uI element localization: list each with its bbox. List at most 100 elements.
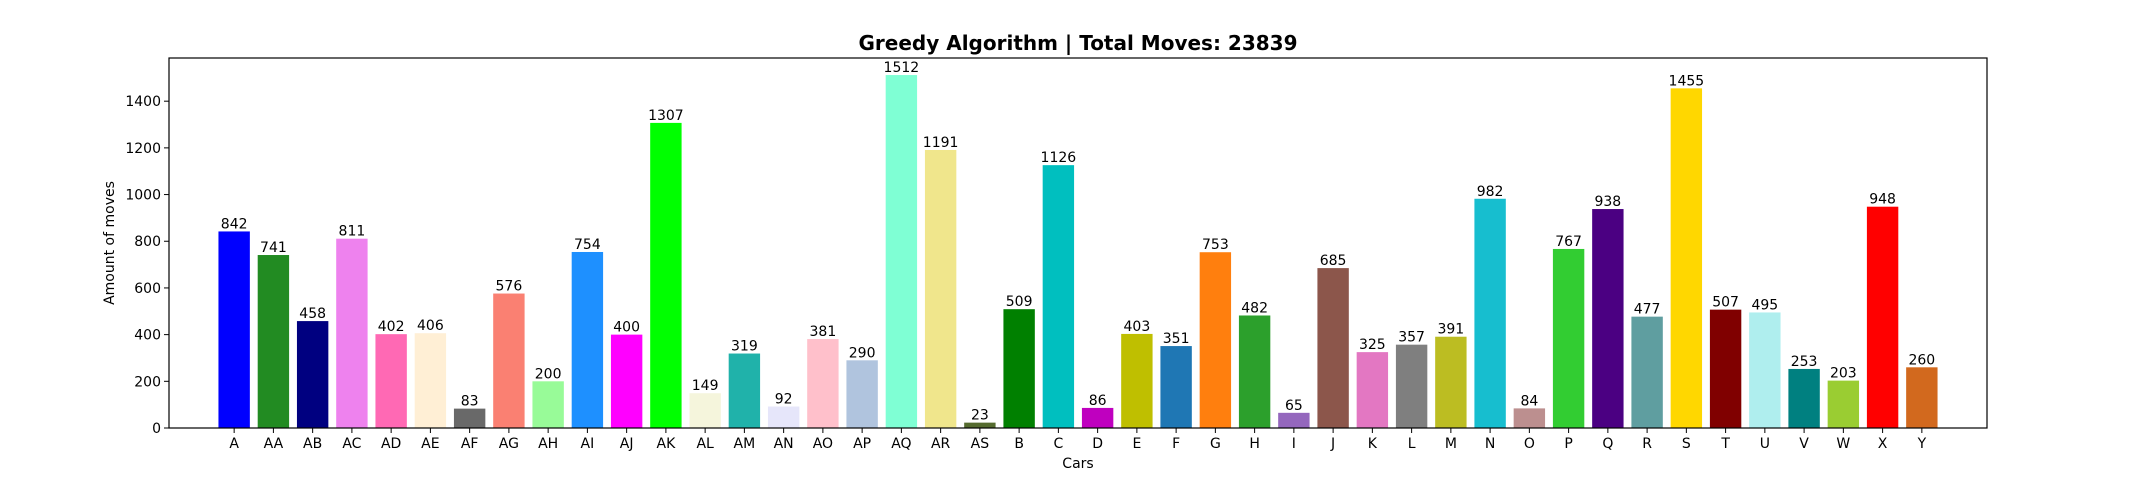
- bar-al: [689, 393, 721, 428]
- x-tick-label: I: [1292, 436, 1296, 452]
- bar-r: [1631, 316, 1663, 428]
- data-label-a: 842: [221, 216, 248, 232]
- data-label-aa: 741: [260, 240, 287, 256]
- bar-y: [1906, 367, 1938, 428]
- bar-ap: [846, 360, 878, 428]
- data-label-m: 391: [1437, 322, 1464, 338]
- bars-layer: 842 741 458 811 402 406 83 576 200 754 400 1307 149 3…: [218, 60, 1938, 429]
- y-tick-label: 1200: [125, 141, 161, 157]
- data-label-f: 351: [1163, 331, 1190, 347]
- x-tick-label: AK: [657, 436, 677, 452]
- data-label-i: 65: [1285, 398, 1303, 414]
- x-tick-label: L: [1408, 436, 1416, 452]
- data-label-n: 982: [1477, 184, 1504, 200]
- x-tick-label: AH: [538, 436, 558, 452]
- data-label-as: 23: [971, 408, 989, 424]
- x-tick-label: AN: [774, 436, 794, 452]
- bar-aq: [885, 75, 918, 428]
- plot-frame: [168, 57, 1988, 429]
- x-tick-label: X: [1878, 436, 1888, 452]
- bar-q: [1592, 209, 1624, 428]
- x-tick-label: Q: [1602, 436, 1613, 452]
- bar-ac: [336, 238, 368, 428]
- bar-an: [767, 406, 800, 428]
- x-tick-label: AA: [264, 436, 284, 452]
- data-label-af: 83: [461, 394, 479, 410]
- bar-g: [1199, 252, 1232, 428]
- x-tick-label: F: [1172, 436, 1180, 452]
- data-label-ar: 1191: [923, 135, 959, 151]
- x-tick-label: AG: [499, 436, 519, 452]
- data-label-g: 753: [1202, 237, 1229, 253]
- data-label-q: 938: [1594, 194, 1621, 210]
- data-label-c: 1126: [1041, 150, 1077, 166]
- x-tick-label: U: [1760, 436, 1770, 452]
- data-label-j: 685: [1320, 253, 1347, 269]
- x-tick-label: A: [229, 436, 239, 452]
- bar-o: [1513, 408, 1546, 428]
- x-axis: A AA AB AC AD AE AF AG AH AI AJ AK AL AM AN AO AP AQ AR AS B…: [229, 428, 1927, 452]
- bar-ag: [493, 293, 525, 428]
- x-tick-label: AS: [971, 436, 990, 452]
- bar-p: [1552, 248, 1585, 428]
- x-tick-label: G: [1210, 436, 1221, 452]
- x-tick-label: AQ: [891, 436, 911, 452]
- bar-j: [1317, 268, 1349, 428]
- data-label-ab: 458: [299, 306, 326, 322]
- x-tick-label: AL: [696, 436, 714, 452]
- data-label-ah: 200: [535, 366, 562, 382]
- x-axis-label: Cars: [1062, 456, 1093, 472]
- y-tick-label: 200: [134, 374, 161, 390]
- data-label-o: 84: [1520, 393, 1538, 409]
- data-label-ao: 381: [810, 324, 837, 340]
- x-tick-label: N: [1485, 436, 1495, 452]
- bar-ab: [296, 321, 329, 428]
- x-tick-label: AD: [381, 436, 401, 452]
- bar-aa: [257, 255, 290, 428]
- data-label-s: 1455: [1669, 73, 1705, 89]
- data-label-x: 948: [1869, 192, 1896, 208]
- bar-s: [1670, 88, 1703, 429]
- data-label-v: 253: [1791, 354, 1818, 370]
- chart-title: Greedy Algorithm | Total Moves: 23839: [859, 31, 1298, 55]
- x-tick-label: H: [1249, 436, 1260, 452]
- bar-ai: [571, 251, 604, 428]
- x-tick-label: D: [1092, 436, 1103, 452]
- data-label-ae: 406: [417, 318, 444, 334]
- bar-ar: [924, 149, 957, 428]
- data-label-ad: 402: [378, 319, 405, 335]
- x-tick-label: M: [1445, 436, 1457, 452]
- bar-u: [1749, 312, 1781, 428]
- x-tick-label: AJ: [620, 436, 634, 452]
- y-tick-label: 0: [152, 421, 161, 437]
- y-tick-label: 1000: [125, 188, 161, 204]
- data-label-u: 495: [1751, 297, 1778, 313]
- x-tick-label: K: [1368, 436, 1378, 452]
- data-label-an: 92: [775, 392, 793, 408]
- bar-am: [728, 353, 761, 428]
- data-label-ap: 290: [849, 345, 876, 361]
- data-label-d: 86: [1089, 393, 1107, 409]
- bar-h: [1238, 315, 1271, 428]
- x-tick-label: AO: [813, 436, 833, 452]
- x-tick-label: AF: [461, 436, 479, 452]
- x-tick-label: Y: [1917, 436, 1927, 452]
- data-label-e: 403: [1124, 319, 1151, 335]
- data-label-ag: 576: [496, 279, 523, 295]
- x-tick-label: C: [1053, 436, 1063, 452]
- x-tick-label: O: [1524, 436, 1535, 452]
- bar-as: [964, 422, 996, 428]
- x-tick-label: B: [1014, 436, 1024, 452]
- bar-aj: [610, 334, 643, 428]
- x-tick-label: P: [1564, 436, 1572, 452]
- data-label-l: 357: [1398, 330, 1425, 346]
- x-tick-label: AE: [421, 436, 439, 452]
- bar-f: [1160, 346, 1192, 428]
- y-tick-label: 1400: [125, 94, 161, 110]
- data-label-b: 509: [1006, 294, 1033, 310]
- x-tick-label: AB: [303, 436, 322, 452]
- data-label-r: 477: [1634, 302, 1661, 318]
- x-tick-label: AM: [734, 436, 756, 452]
- data-label-y: 260: [1908, 352, 1935, 368]
